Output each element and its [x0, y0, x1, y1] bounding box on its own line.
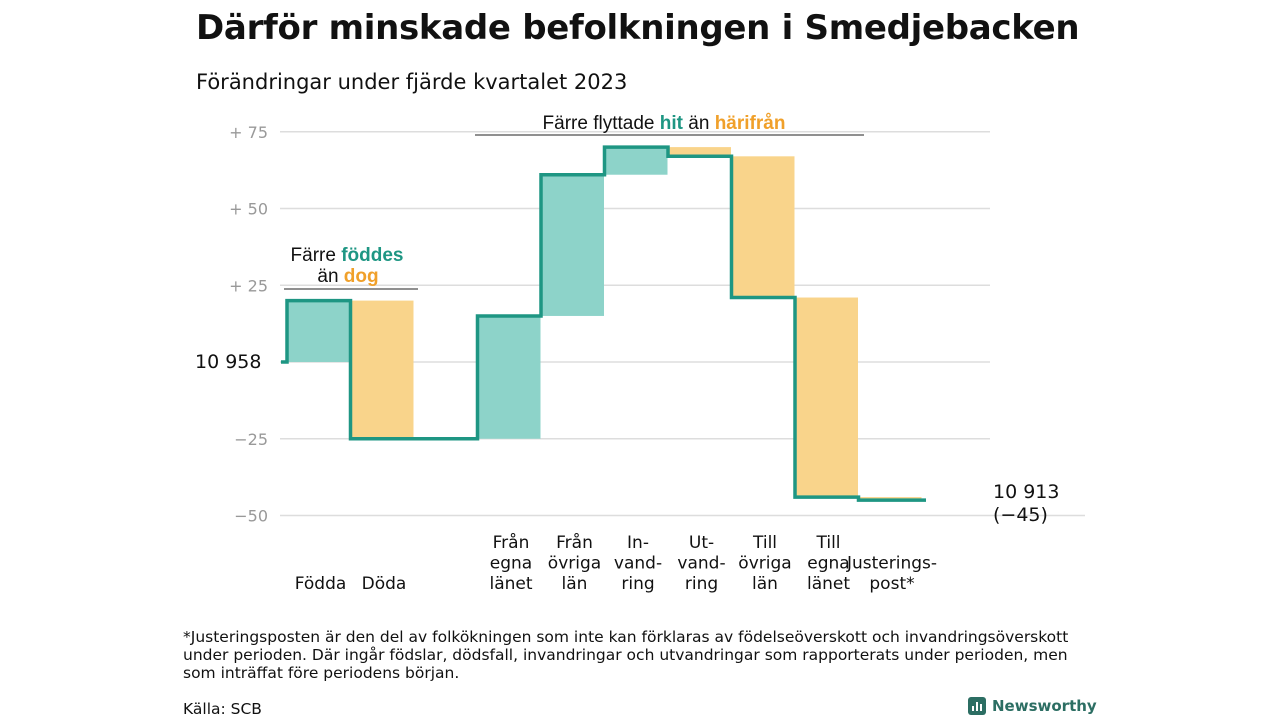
x-category-label: Födda [295, 574, 347, 594]
annotation-deaths: än dog [317, 266, 378, 287]
start-value-label: 10 958 [195, 351, 261, 373]
waterfall-bar [287, 300, 350, 362]
x-category-label: län [562, 574, 588, 594]
x-category-label: Från [556, 532, 593, 553]
waterfall-bar [668, 147, 731, 157]
x-category-label: In- [627, 533, 649, 553]
source-text: Källa: SCB [183, 700, 262, 718]
waterfall-bar [795, 297, 858, 498]
x-category-label: övriga [738, 554, 791, 574]
newsworthy-icon [968, 697, 986, 715]
waterfall-bar [604, 147, 668, 175]
step-line-layer [281, 145, 926, 502]
x-category-label: län [752, 574, 778, 594]
x-category-label: vand- [614, 554, 662, 574]
x-category-label: Till [752, 533, 777, 553]
x-category-label: ring [621, 574, 654, 594]
brand-logo[interactable]: Newsworthy [968, 697, 1097, 715]
x-category-label: Döda [362, 574, 407, 594]
chart-subtitle: Förändringar under fjärde kvartalet 2023 [196, 70, 628, 94]
x-category-label: ring [685, 574, 718, 594]
waterfall-bar [541, 174, 604, 316]
waterfall-bar [477, 315, 541, 439]
grid-layer: + 75 + 50 + 25 −25 −50 [229, 123, 1085, 526]
x-category-label: länet [489, 574, 532, 594]
label-layer: Födda DödaFrånegnalänetFrånövrigalänIn-va… [195, 351, 1059, 594]
x-category-label: Ut- [689, 533, 714, 553]
end-value-label: 10 913 [993, 481, 1059, 503]
x-category-label: övriga [548, 554, 601, 574]
footnote: *Justeringsposten är den del av folkökni… [183, 628, 1069, 682]
annotation-migration: Färre flyttade hit än härifrån [543, 113, 786, 134]
annotation-births: Färre föddes [291, 245, 404, 266]
x-category-label: Från [493, 532, 530, 553]
x-category-label: vand- [677, 554, 725, 574]
x-category-label: Till [815, 533, 840, 553]
y-tick-label: −50 [234, 507, 268, 526]
y-tick-label: + 75 [229, 123, 268, 142]
y-tick-label: + 50 [229, 200, 268, 219]
y-tick-label: + 25 [229, 276, 268, 295]
x-category-label: Justerings- [846, 554, 937, 574]
cumulative-step-line [281, 145, 926, 502]
waterfall-bar [350, 300, 414, 439]
end-change-label: (−45) [993, 504, 1048, 526]
x-category-label: egna [807, 554, 849, 574]
bar-layer [287, 147, 922, 501]
x-category-label: länet [807, 574, 850, 594]
y-tick-label: −25 [234, 430, 268, 449]
brand-name: Newsworthy [992, 697, 1097, 715]
waterfall-bar [731, 156, 795, 298]
chart-title: Därför minskade befolkningen i Smedjebac… [196, 8, 1080, 48]
x-category-label: egna [490, 554, 532, 574]
x-category-label: post* [869, 574, 914, 594]
